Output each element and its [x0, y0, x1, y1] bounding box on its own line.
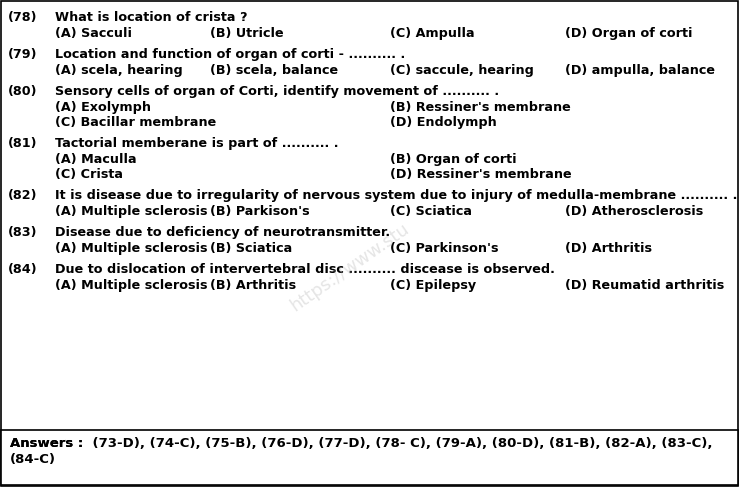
Text: (C) Ampulla: (C) Ampulla — [390, 27, 474, 40]
Text: (D) Reumatid arthritis: (D) Reumatid arthritis — [565, 279, 724, 292]
FancyBboxPatch shape — [1, 430, 738, 485]
Text: (D) Organ of corti: (D) Organ of corti — [565, 27, 692, 40]
Text: (B) Ressiner's membrane: (B) Ressiner's membrane — [390, 101, 571, 114]
Text: (A) Exolymph: (A) Exolymph — [55, 101, 151, 114]
Text: (A) Multiple sclerosis: (A) Multiple sclerosis — [55, 205, 208, 218]
Text: (D) Atherosclerosis: (D) Atherosclerosis — [565, 205, 704, 218]
Text: Sensory cells of organ of Corti, identify movement of .......... .: Sensory cells of organ of Corti, identif… — [55, 85, 499, 98]
Text: (D) ampulla, balance: (D) ampulla, balance — [565, 64, 715, 77]
Text: (C) Sciatica: (C) Sciatica — [390, 205, 472, 218]
Text: Answers :  (73-D), (74-C), (75-B), (76-D), (77-D), (78- C), (79-A), (80-D), (81-: Answers : (73-D), (74-C), (75-B), (76-D)… — [10, 437, 712, 450]
Text: Answers :: Answers : — [10, 437, 84, 450]
Text: (D) Ressiner's membrane: (D) Ressiner's membrane — [390, 168, 572, 181]
Text: It is disease due to irregularity of nervous system due to injury of medulla-mem: It is disease due to irregularity of ner… — [55, 189, 738, 202]
Text: What is location of crista ?: What is location of crista ? — [55, 11, 248, 24]
Text: (A) Sacculi: (A) Sacculi — [55, 27, 132, 40]
Text: (C) Epilepsy: (C) Epilepsy — [390, 279, 476, 292]
Text: Tactorial memberane is part of .......... .: Tactorial memberane is part of .........… — [55, 137, 338, 150]
Text: (D) Endolymph: (D) Endolymph — [390, 116, 497, 129]
Text: (B) Utricle: (B) Utricle — [210, 27, 284, 40]
Text: (79): (79) — [8, 48, 38, 61]
Text: (A) scela, hearing: (A) scela, hearing — [55, 64, 183, 77]
Text: (A) Multiple sclerosis: (A) Multiple sclerosis — [55, 242, 208, 255]
Text: (B) Arthritis: (B) Arthritis — [210, 279, 296, 292]
Text: (C) saccule, hearing: (C) saccule, hearing — [390, 64, 534, 77]
Text: (B) scela, balance: (B) scela, balance — [210, 64, 338, 77]
Text: (C) Parkinson's: (C) Parkinson's — [390, 242, 499, 255]
Text: Due to dislocation of intervertebral disc .......... discease is observed.: Due to dislocation of intervertebral dis… — [55, 263, 555, 276]
Text: (78): (78) — [8, 11, 38, 24]
Text: (80): (80) — [8, 85, 38, 98]
Text: https://www.stu: https://www.stu — [287, 219, 413, 315]
Text: (81): (81) — [8, 137, 38, 150]
Text: (C) Bacillar membrane: (C) Bacillar membrane — [55, 116, 217, 129]
Text: Disease due to deficiency of neurotransmitter.: Disease due to deficiency of neurotransm… — [55, 226, 390, 239]
Text: (83): (83) — [8, 226, 38, 239]
Text: (A) Multiple sclerosis: (A) Multiple sclerosis — [55, 279, 208, 292]
Text: (B) Parkison's: (B) Parkison's — [210, 205, 310, 218]
Text: (84-C): (84-C) — [10, 453, 56, 466]
Text: Location and function of organ of corti - .......... .: Location and function of organ of corti … — [55, 48, 405, 61]
Text: (82): (82) — [8, 189, 38, 202]
Text: (B) Organ of corti: (B) Organ of corti — [390, 153, 517, 166]
Text: (B) Sciatica: (B) Sciatica — [210, 242, 292, 255]
Text: (84): (84) — [8, 263, 38, 276]
Text: (D) Arthritis: (D) Arthritis — [565, 242, 652, 255]
Text: (A) Maculla: (A) Maculla — [55, 153, 137, 166]
Text: (C) Crista: (C) Crista — [55, 168, 123, 181]
